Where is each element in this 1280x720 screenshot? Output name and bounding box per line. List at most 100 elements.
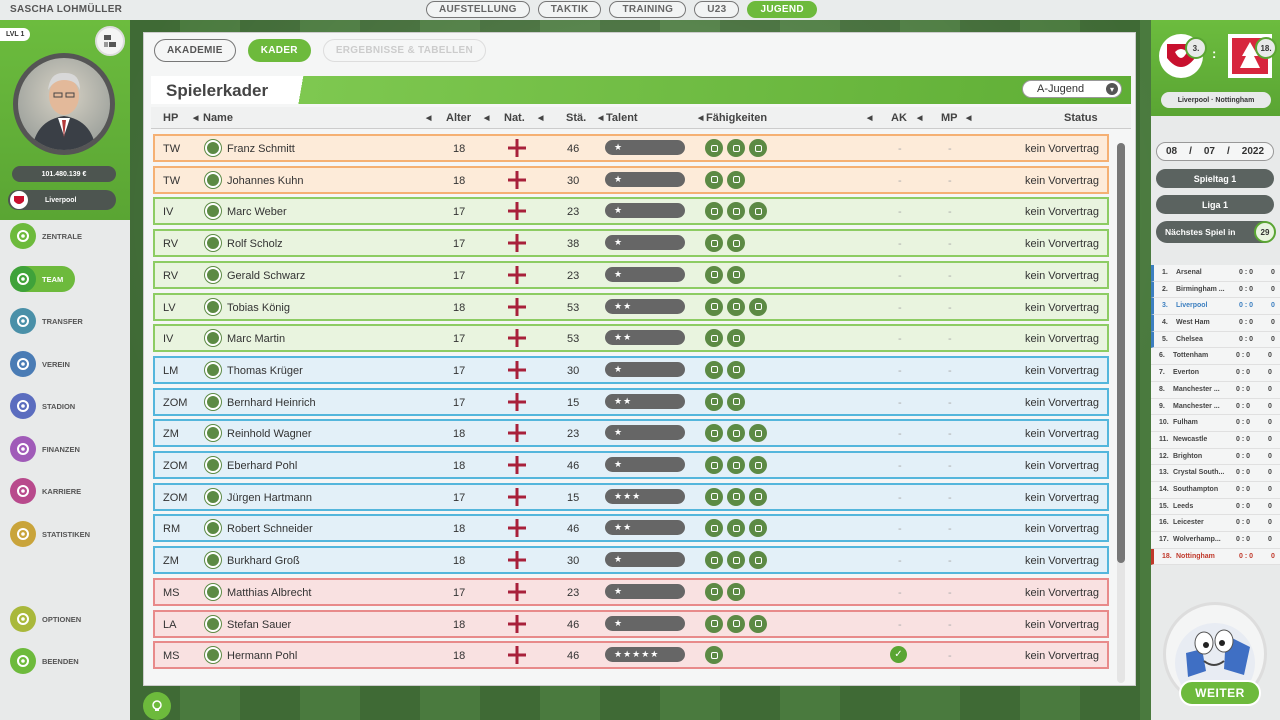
league-row[interactable]: 11. Newcastle 0 : 0 0	[1151, 431, 1280, 449]
sort-icon[interactable]: ◀	[867, 115, 873, 122]
col-nat[interactable]: Nat.	[504, 112, 525, 124]
player-name[interactable]: Gerald Schwarz	[227, 269, 306, 282]
skill-icon[interactable]	[749, 297, 767, 316]
skill-icon[interactable]	[749, 614, 767, 633]
skill-icon[interactable]	[727, 170, 745, 189]
league-row[interactable]: 9. Manchester ... 0 : 0 0	[1151, 398, 1280, 416]
skill-icon[interactable]	[727, 551, 745, 570]
skill-icon[interactable]	[705, 582, 723, 601]
league-row[interactable]: 6. Tottenham 0 : 0 0	[1151, 348, 1280, 366]
player-profile-icon[interactable]	[205, 457, 221, 473]
player-name[interactable]: Tobias König	[227, 301, 290, 314]
table-row[interactable]: ZM Reinhold Wagner 18 23 ★ - - kein Vorvertrag	[153, 419, 1109, 448]
table-row[interactable]: RV Gerald Schwarz 17 23 ★ - - kein Vorvertrag	[153, 260, 1109, 289]
nav-finanzen[interactable]: FINANZEN	[10, 436, 80, 462]
col-status[interactable]: Status	[1064, 112, 1098, 124]
table-row[interactable]: RM Robert Schneider 18 46 ★★ - - kein Vorvertra…	[153, 514, 1109, 543]
table-row[interactable]: ZM Burkhard Groß 18 30 ★ - - kein Vorvertrag	[153, 546, 1109, 575]
tab-aufstellung[interactable]: AUFSTELLUNG	[426, 1, 530, 18]
player-profile-icon[interactable]	[205, 393, 221, 410]
skill-icon[interactable]	[727, 582, 745, 601]
col-hp[interactable]: HP	[163, 112, 179, 124]
player-profile-icon[interactable]	[205, 361, 221, 378]
player-profile-icon[interactable]	[205, 171, 221, 188]
league-row[interactable]: 10. Fulham 0 : 0 0	[1151, 415, 1280, 432]
skill-icon[interactable]	[749, 139, 767, 157]
col-talent[interactable]: Talent	[606, 112, 638, 124]
sort-icon[interactable]: ◀	[538, 115, 544, 122]
tab-taktik[interactable]: TAKTIK	[537, 1, 602, 18]
skill-icon[interactable]	[705, 329, 723, 348]
col-name[interactable]: Name	[203, 112, 233, 124]
league-row[interactable]: 7. Everton 0 : 0 0	[1151, 365, 1280, 382]
skill-icon[interactable]	[705, 265, 723, 284]
league-row[interactable]: 13. Crystal South... 0 : 0 0	[1151, 465, 1280, 482]
skill-icon[interactable]	[749, 551, 767, 570]
table-row[interactable]: IV Marc Martin 17 53 ★★ - - kein Vorvertrag	[153, 324, 1109, 353]
skill-icon[interactable]	[705, 551, 723, 570]
table-row[interactable]: MS Matthias Albrecht 17 23 ★ - - kein Vorvertra…	[153, 577, 1109, 606]
skill-icon[interactable]	[705, 360, 723, 379]
skill-icon[interactable]	[727, 329, 745, 348]
player-profile-icon[interactable]	[205, 203, 221, 220]
player-profile-icon[interactable]	[205, 552, 221, 569]
nav-zentrale[interactable]: ZENTRALE	[10, 223, 82, 249]
team-select[interactable]: A-Jugend ▾	[1022, 80, 1122, 98]
skill-icon[interactable]	[727, 487, 745, 506]
col-strength[interactable]: Stä.	[566, 112, 587, 124]
league-row[interactable]: 15. Leeds 0 : 0 0	[1151, 498, 1280, 516]
player-name[interactable]: Thomas Krüger	[227, 364, 303, 377]
skill-icon[interactable]	[749, 202, 767, 221]
col-mp[interactable]: MP	[941, 112, 958, 124]
league-row[interactable]: 4. West Ham 0 : 0 0	[1151, 315, 1280, 332]
league-row[interactable]: 14. Southampton 0 : 0 0	[1151, 481, 1280, 499]
skill-icon[interactable]	[749, 519, 767, 538]
skill-icon[interactable]	[705, 456, 723, 474]
player-profile-icon[interactable]	[205, 330, 221, 347]
table-row[interactable]: ZOM Bernhard Heinrich 17 15 ★★ - - kein Vorvert…	[153, 387, 1109, 416]
sort-icon[interactable]: ◀	[698, 115, 704, 122]
subtab-1[interactable]: KADER	[247, 39, 311, 62]
player-profile-icon[interactable]	[205, 266, 221, 283]
player-profile-icon[interactable]	[205, 140, 221, 156]
col-age[interactable]: Alter	[446, 112, 472, 124]
skill-icon[interactable]	[727, 234, 745, 253]
nav-team[interactable]: TEAM	[10, 266, 76, 292]
league-row[interactable]: 2. Birmingham ... 0 : 0 0	[1151, 281, 1280, 299]
skill-icon[interactable]	[705, 614, 723, 633]
player-name[interactable]: Rolf Scholz	[227, 238, 283, 251]
skill-icon[interactable]	[705, 297, 723, 316]
table-row[interactable]: ZOM Eberhard Pohl 18 46 ★ - - kein Vorvertrag	[153, 451, 1109, 479]
scrollbar-thumb[interactable]	[1117, 143, 1125, 563]
player-name[interactable]: Marc Weber	[227, 206, 287, 219]
table-row[interactable]: MS Hermann Pohl 18 46 ★★★★★ ✓ - kein Vorvertrag	[153, 641, 1109, 670]
player-name[interactable]: Robert Schneider	[227, 523, 313, 536]
sort-icon[interactable]: ◀	[426, 115, 432, 122]
table-row[interactable]: TW Johannes Kuhn 18 30 ★ - - kein Vorvertrag	[153, 165, 1109, 194]
league-row[interactable]: 12. Brighton 0 : 0 0	[1151, 448, 1280, 466]
skill-icon[interactable]	[705, 392, 723, 411]
nav-verein[interactable]: VEREIN	[10, 351, 70, 377]
skill-icon[interactable]	[749, 487, 767, 506]
league-row[interactable]: 8. Manchester ... 0 : 0 0	[1151, 381, 1280, 399]
league-row[interactable]: 16. Leicester 0 : 0 0	[1151, 515, 1280, 532]
table-row[interactable]: RV Rolf Scholz 17 38 ★ - - kein Vorvertrag	[153, 229, 1109, 258]
player-profile-icon[interactable]	[205, 615, 221, 632]
skill-icon[interactable]	[705, 519, 723, 538]
tab-u23[interactable]: U23	[694, 1, 740, 18]
hint-button[interactable]	[143, 692, 171, 720]
player-profile-icon[interactable]	[205, 298, 221, 315]
table-row[interactable]: LV Tobias König 18 53 ★★ - - kein Vorvertrag	[153, 292, 1109, 321]
tab-training[interactable]: TRAINING	[609, 1, 687, 18]
subtab-0[interactable]: AKADEMIE	[154, 39, 236, 62]
player-name[interactable]: Reinhold Wagner	[227, 428, 312, 441]
skill-icon[interactable]	[727, 392, 745, 411]
continue-button[interactable]: WEITER	[1179, 680, 1261, 706]
switch-view-button[interactable]	[95, 26, 125, 56]
player-profile-icon[interactable]	[205, 583, 221, 600]
nav-karriere[interactable]: KARRIERE	[10, 478, 81, 504]
player-name[interactable]: Marc Martin	[227, 333, 286, 346]
nav-transfer[interactable]: TRANSFER	[10, 308, 83, 334]
sort-icon[interactable]: ◀	[598, 115, 604, 122]
player-name[interactable]: Jürgen Hartmann	[227, 491, 312, 504]
